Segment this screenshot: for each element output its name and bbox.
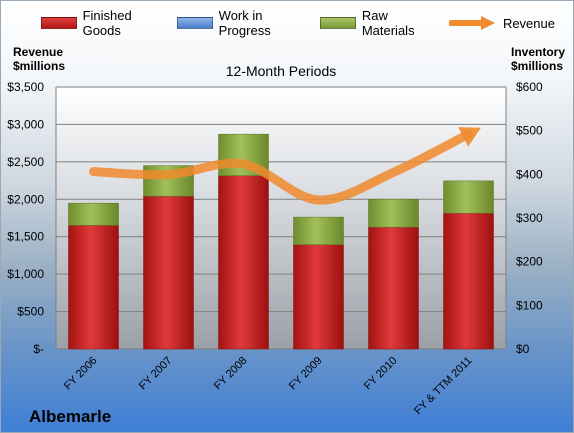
x-tick-label: FY 2009 xyxy=(287,355,325,393)
left-tick-label: $1,500 xyxy=(7,230,44,244)
right-tick-label: $200 xyxy=(516,255,543,269)
plot-area xyxy=(56,87,506,349)
right-tick-label: $600 xyxy=(516,80,543,94)
left-tick-label: $2,500 xyxy=(7,155,44,169)
legend-swatch-finished-goods xyxy=(41,17,77,29)
x-tick-label: FY & TTM 2011 xyxy=(412,355,475,418)
x-tick-label: FY 2008 xyxy=(212,355,250,393)
legend-label-raw-materials: Raw Materials xyxy=(361,8,415,38)
legend-label-revenue: Revenue xyxy=(502,15,555,31)
right-axis-title-line1: Inventory xyxy=(511,45,566,59)
left-tick-label: $3,500 xyxy=(7,80,44,94)
legend-item-work-in-progress: Work in Progress xyxy=(177,8,302,38)
right-tick-label: $0 xyxy=(516,342,530,356)
right-tick-label: $300 xyxy=(516,211,543,225)
bar-finished-goods xyxy=(368,226,419,350)
bar-finished-goods xyxy=(68,225,119,350)
bar-raw-materials xyxy=(68,202,119,226)
bar-raw-materials xyxy=(443,180,494,214)
legend-arrow-revenue xyxy=(448,16,495,30)
left-axis-title: Revenue $millions xyxy=(13,45,65,73)
legend-item-finished-goods: Finished Goods xyxy=(41,8,159,38)
revenue-line xyxy=(89,129,473,205)
revenue-arrowhead xyxy=(458,127,481,147)
left-tick-label: $- xyxy=(33,342,44,356)
x-tick-label: FY 2006 xyxy=(62,355,100,393)
legend: Finished Goods Work in Progress Raw Mate… xyxy=(41,8,573,38)
bar-raw-materials xyxy=(368,198,419,228)
left-tick-label: $2,000 xyxy=(7,192,44,206)
right-axis-title: Inventory $millions xyxy=(511,45,565,73)
x-tick-label: FY 2007 xyxy=(137,355,175,393)
left-tick-label: $3,000 xyxy=(7,117,44,131)
bar-finished-goods xyxy=(443,212,494,350)
legend-item-raw-materials: Raw Materials xyxy=(320,8,431,38)
left-tick-label: $1,000 xyxy=(7,267,44,281)
left-axis-title-line1: Revenue xyxy=(13,45,64,59)
right-tick-label: $500 xyxy=(516,124,543,138)
left-tick-label: $500 xyxy=(17,305,44,319)
bar-finished-goods xyxy=(218,175,269,350)
bar-finished-goods xyxy=(293,244,344,350)
legend-label-finished-goods: Finished Goods xyxy=(82,8,132,38)
bar-finished-goods xyxy=(143,195,194,350)
x-tick-label: FY 2010 xyxy=(362,355,400,393)
plot-title: 12-Month Periods xyxy=(225,63,337,79)
legend-label-work-in-progress: Work in Progress xyxy=(218,8,271,38)
legend-item-revenue: Revenue xyxy=(448,15,555,31)
legend-swatch-work-in-progress xyxy=(177,17,213,29)
bar-raw-materials xyxy=(293,216,344,245)
legend-swatch-raw-materials xyxy=(320,17,356,29)
company-name: Albemarle xyxy=(29,407,112,426)
left-axis-title-line2: $millions xyxy=(13,59,66,73)
right-axis-title-line2: $millions xyxy=(511,59,564,73)
right-tick-label: $400 xyxy=(516,167,543,181)
right-tick-label: $100 xyxy=(516,298,543,312)
